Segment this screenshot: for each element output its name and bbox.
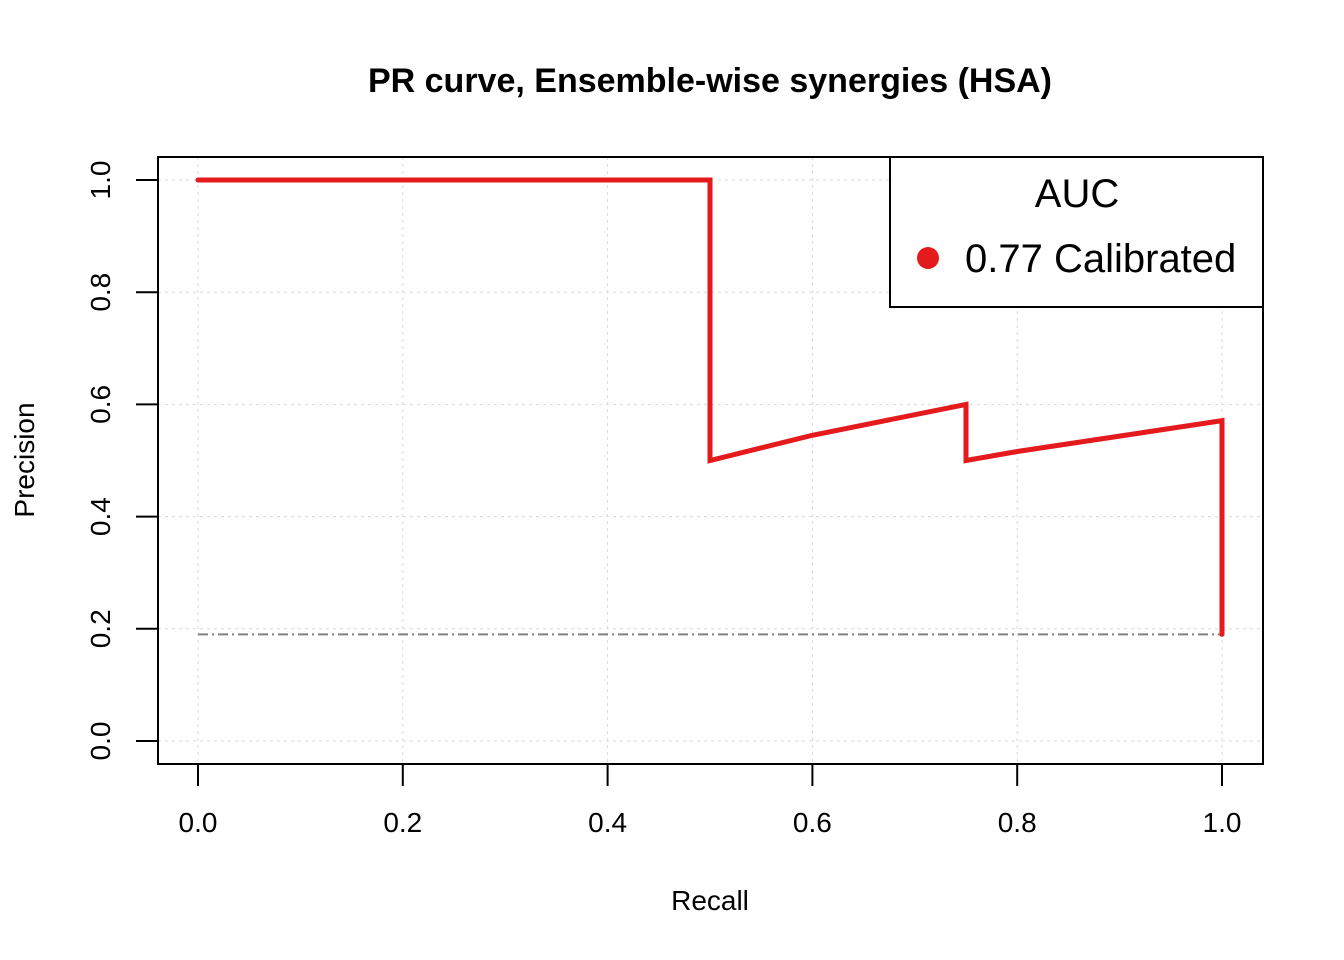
y-tick-label: 1.0	[85, 161, 116, 200]
y-tick-label: 0.4	[85, 497, 116, 536]
y-axis-label: Precision	[9, 402, 40, 517]
x-tick-label: 0.2	[383, 807, 422, 838]
x-tick-label: 1.0	[1203, 807, 1242, 838]
y-axis: 0.0 0.2 0.4 0.6 0.8 1.0	[85, 161, 158, 761]
x-tick-label: 0.6	[793, 807, 832, 838]
legend: AUC 0.77 Calibrated	[889, 156, 1264, 308]
legend-box	[889, 156, 1264, 308]
y-tick-label: 0.0	[85, 722, 116, 761]
legend-marker-calibrated	[917, 247, 939, 269]
y-tick-label: 0.8	[85, 273, 116, 312]
x-tick-label: 0.0	[179, 807, 218, 838]
legend-title: AUC	[1035, 172, 1119, 216]
chart-title: PR curve, Ensemble-wise synergies (HSA)	[368, 62, 1052, 100]
series-layer	[195, 177, 1225, 637]
x-axis-label: Recall	[671, 885, 749, 916]
x-tick-label: 0.8	[998, 807, 1037, 838]
legend-entry-calibrated: 0.77 Calibrated	[965, 237, 1236, 281]
series-line-calibrated	[195, 177, 1225, 637]
x-axis: 0.0 0.2 0.4 0.6 0.8 1.0	[179, 763, 1242, 838]
y-tick-label: 0.2	[85, 609, 116, 648]
y-tick-label: 0.6	[85, 385, 116, 424]
x-tick-label: 0.4	[588, 807, 627, 838]
